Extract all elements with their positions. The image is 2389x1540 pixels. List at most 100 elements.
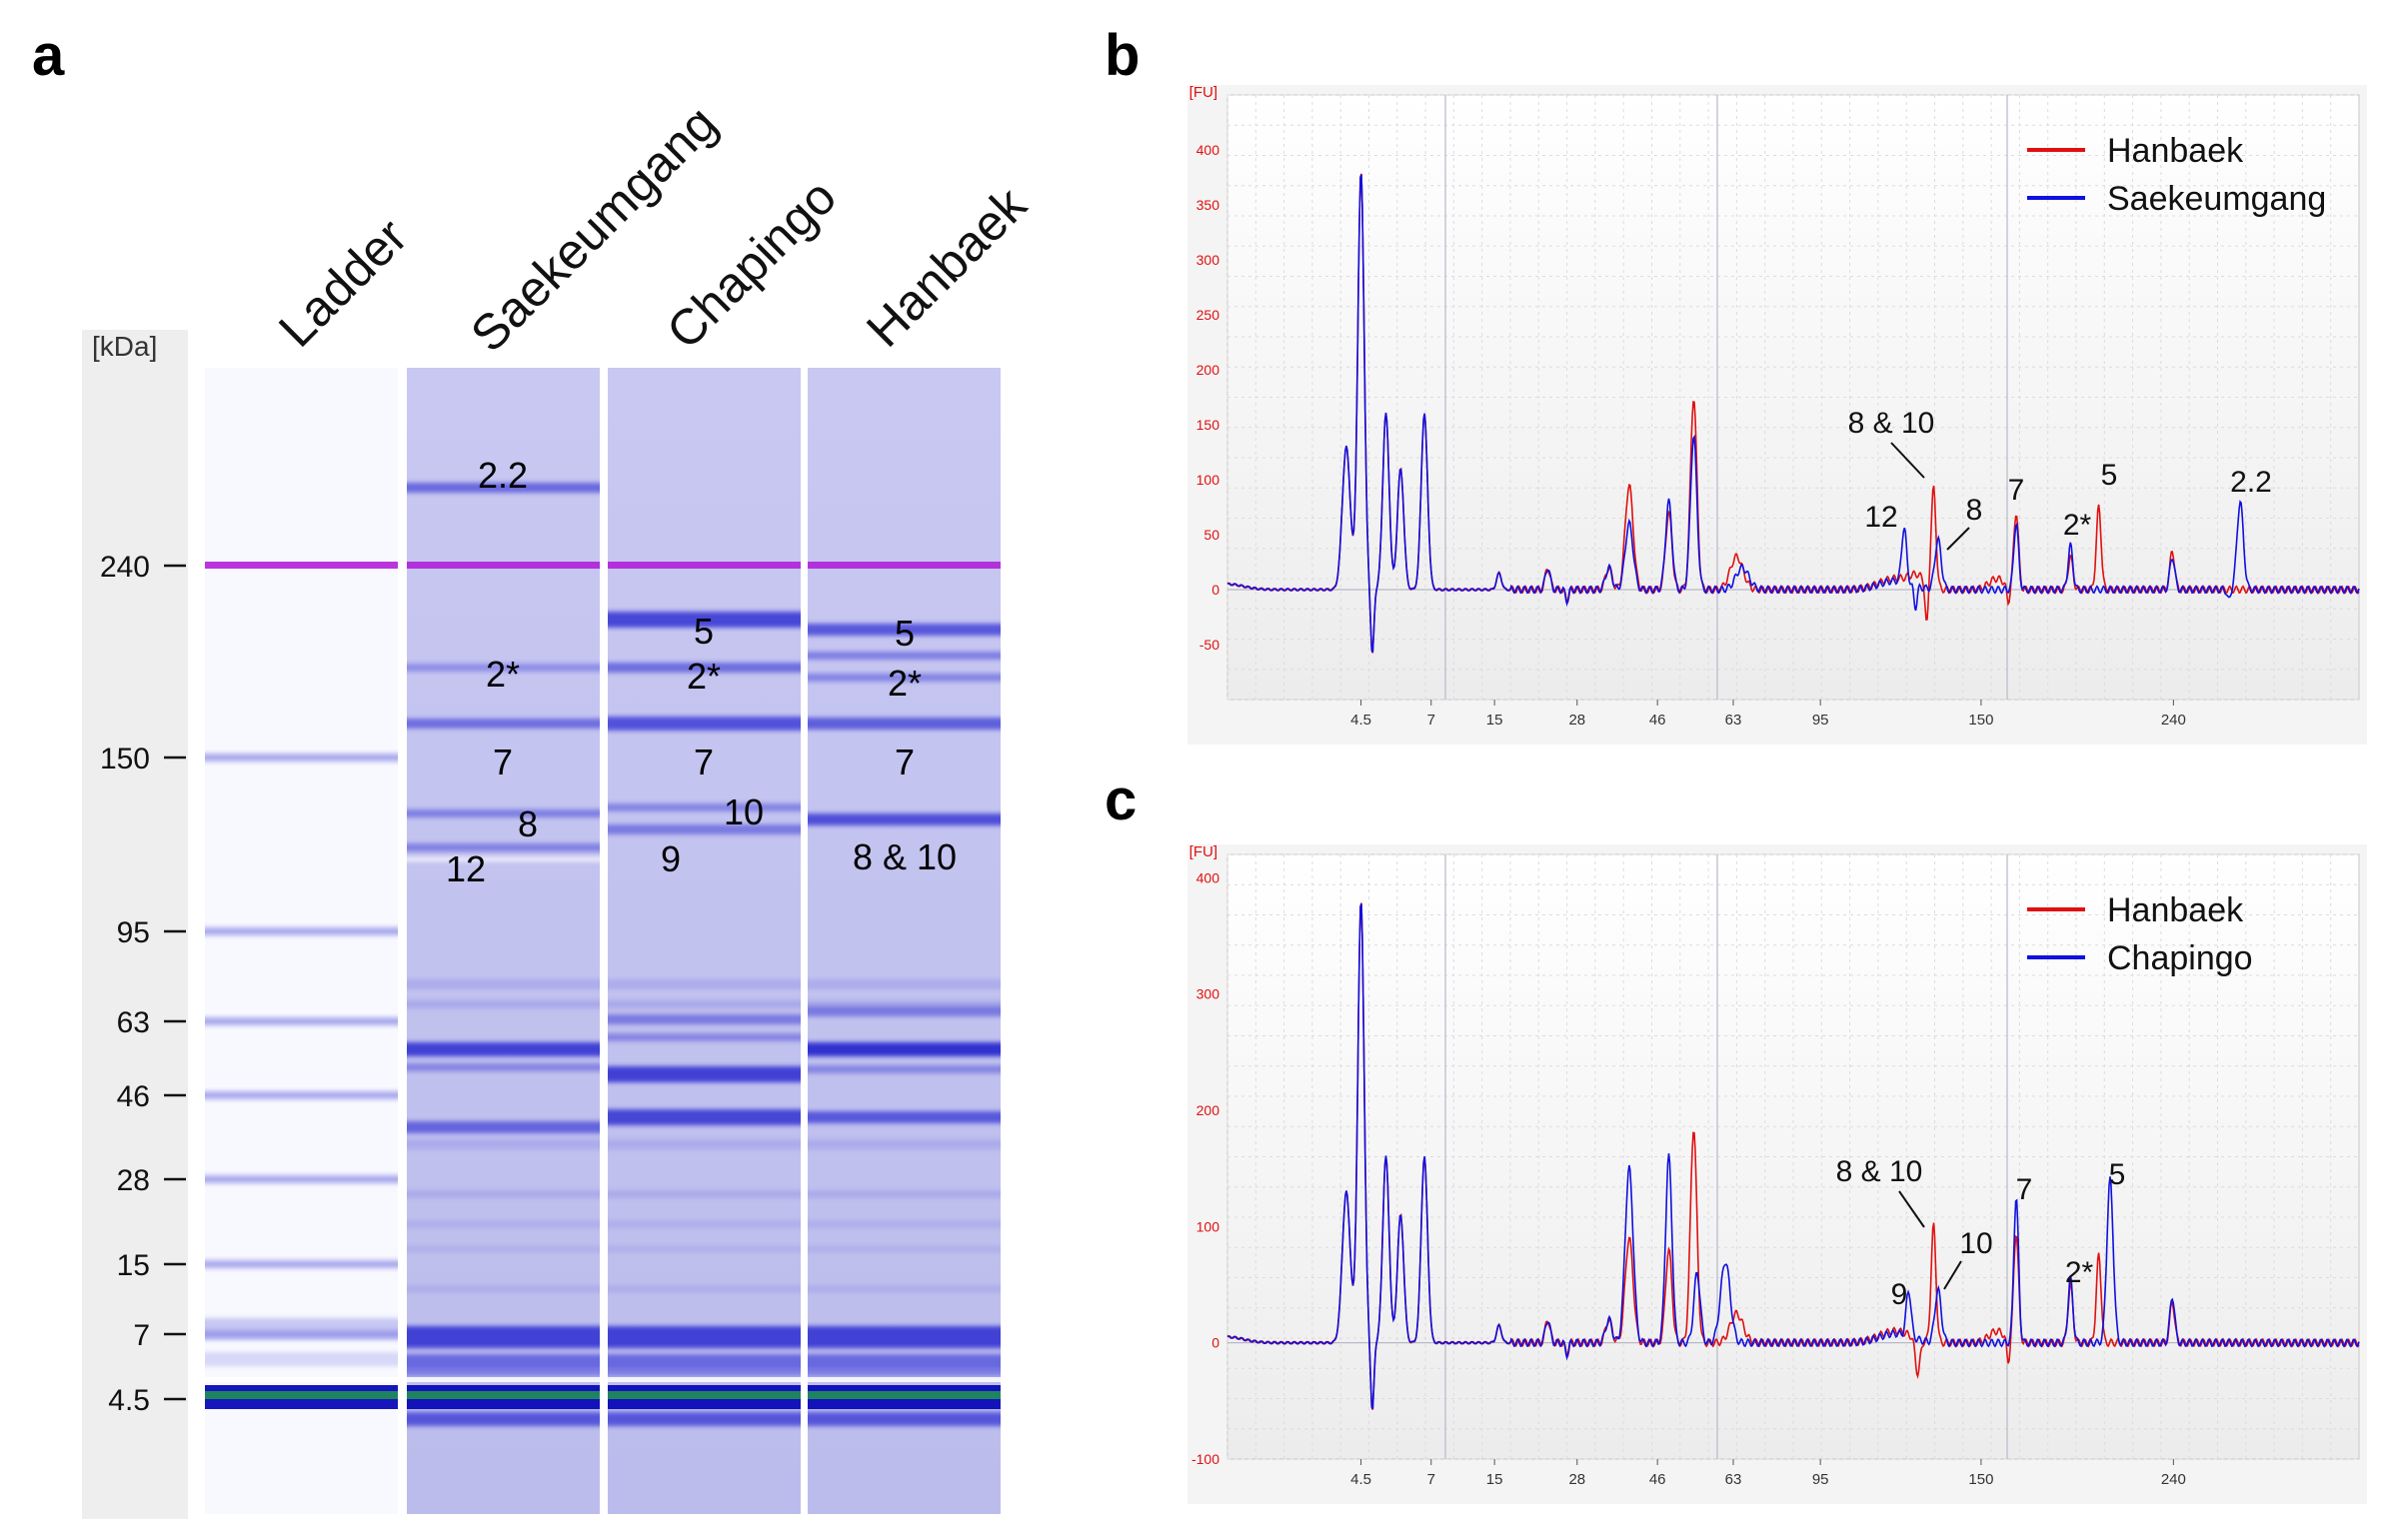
- gel-band: [808, 1065, 1001, 1073]
- band-label: 2.2: [478, 455, 528, 496]
- x-tick-label: 150: [1968, 1471, 1993, 1488]
- gel-band: [205, 1260, 398, 1268]
- legend-label-hanbaek: Hanbaek: [2107, 132, 2244, 170]
- band-label: 5: [895, 613, 915, 654]
- ladder-tick-label: 4.5: [108, 1384, 150, 1417]
- gel-band: [407, 1121, 600, 1133]
- y-unit-label: [FU]: [1190, 84, 1217, 101]
- y-tick-label: 350: [1196, 197, 1220, 213]
- gel-band: [808, 1220, 1001, 1228]
- electropherogram-b: [FU] 400 350 300 250 200 150 100 50 0 -50 4.5 7 15 28 4…: [1188, 84, 2367, 745]
- gel-band: [808, 1000, 1001, 1008]
- gel-band: [407, 809, 600, 817]
- x-tick-label: 28: [1568, 712, 1585, 729]
- gel-band: [407, 719, 600, 729]
- peak-annotation: 9: [1891, 1278, 1908, 1311]
- peak-annotation: 2*: [2063, 509, 2092, 542]
- peak-annotation: 2*: [2065, 1256, 2094, 1289]
- y-tick-label: 150: [1196, 417, 1220, 433]
- kda-unit-label: [kDa]: [92, 331, 157, 362]
- gel-axis-background: [82, 330, 188, 1519]
- gel-band: [205, 1318, 398, 1340]
- gel-band: [808, 813, 1001, 825]
- band-label: 5: [694, 611, 714, 652]
- y-tick-label: -50: [1199, 637, 1219, 653]
- gel-band: [808, 1190, 1001, 1198]
- upper-marker-band: [407, 562, 600, 569]
- upper-marker-band: [205, 562, 398, 569]
- gel-band: [608, 1109, 801, 1125]
- y-tick-label: -100: [1192, 1451, 1219, 1467]
- annotation-arrow: [1890, 442, 1925, 479]
- gel-band: [608, 1066, 801, 1082]
- annotation-arrow: [1898, 1190, 1925, 1228]
- y-tick-label: 300: [1196, 252, 1220, 268]
- lower-marker-green: [205, 1391, 398, 1399]
- gel-lane-chapingo: [608, 368, 801, 1514]
- gel-band: [205, 1175, 398, 1183]
- gel-band: [407, 1042, 600, 1056]
- x-tick-label: 46: [1649, 1471, 1666, 1488]
- gel-band: [608, 717, 801, 731]
- ladder-tick-label: 7: [133, 1319, 150, 1352]
- gel-band: [407, 1063, 600, 1071]
- trace-saekeumgang: [1226, 174, 2360, 653]
- peak-annotation: 2.2: [2230, 466, 2272, 499]
- gel-band: [608, 803, 801, 811]
- gel-band: [205, 754, 398, 762]
- ladder-tick-label: 15: [117, 1249, 150, 1282]
- lower-marker-green: [407, 1391, 600, 1399]
- gel-band: [205, 1352, 398, 1366]
- gel-band: [808, 1326, 1001, 1348]
- gel-band: [608, 663, 801, 673]
- gel-band: [407, 1285, 600, 1293]
- gel-band: [808, 624, 1001, 636]
- annotation-arrow: [1946, 527, 1970, 551]
- peak-annotation: 8: [1966, 494, 1983, 527]
- gel-band: [608, 1326, 801, 1348]
- gel-band: [407, 979, 600, 989]
- lane-label-hanbaek: Hanbaek: [856, 176, 1038, 358]
- band-label: 7: [694, 742, 714, 782]
- band-label: 8 & 10: [853, 836, 957, 877]
- gel-lane-ladder: [205, 368, 398, 1514]
- gel-lanes: [205, 368, 1001, 1514]
- x-tick-label: 15: [1486, 1471, 1503, 1488]
- legend-label-hanbaek: Hanbaek: [2107, 891, 2244, 929]
- gel-band: [808, 674, 1001, 682]
- gel-band: [608, 1354, 801, 1368]
- upper-marker-band: [808, 562, 1001, 569]
- gel-band: [407, 1220, 600, 1228]
- gel-band: [608, 1246, 801, 1252]
- peak-annotation: 12: [1864, 501, 1897, 534]
- annotation-arrow: [1943, 1260, 1962, 1290]
- marker-gap: [205, 1377, 398, 1382]
- panel-letter-b: b: [1105, 23, 1140, 88]
- gel-band: [407, 1326, 600, 1348]
- band-label: 7: [493, 742, 513, 782]
- lane-background: [407, 368, 600, 1514]
- x-tick-label: 240: [2161, 712, 2186, 729]
- gel-band: [608, 612, 801, 628]
- gel-band: [608, 1000, 801, 1008]
- x-tick-label: 15: [1486, 712, 1503, 729]
- gel-band: [608, 1014, 801, 1024]
- y-tick-label: 200: [1196, 362, 1220, 378]
- marker-gap: [608, 1377, 801, 1382]
- y-tick-label: 100: [1196, 1218, 1220, 1234]
- lane-label-chapingo: Chapingo: [656, 169, 847, 360]
- y-tick-label: 400: [1196, 869, 1220, 885]
- gel-band: [407, 664, 600, 672]
- ladder-tick-label: 28: [117, 1164, 150, 1197]
- gel-band: [808, 1246, 1001, 1252]
- lower-marker-green: [808, 1391, 1001, 1399]
- ladder-tick-label: 63: [117, 1006, 150, 1039]
- legend-label-saekeumgang: Saekeumgang: [2107, 180, 2326, 218]
- peak-annotation: 7: [2008, 474, 2025, 507]
- y-tick-label: 200: [1196, 1102, 1220, 1118]
- gel-band: [407, 483, 600, 493]
